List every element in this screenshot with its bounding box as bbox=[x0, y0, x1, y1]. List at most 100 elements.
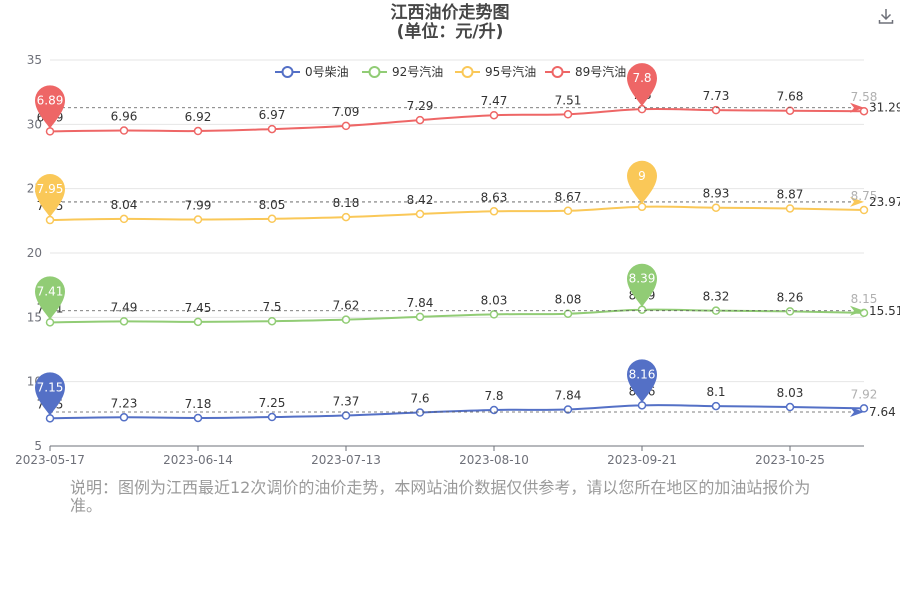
min-marker bbox=[35, 372, 65, 416]
data-label: 7.18 bbox=[185, 397, 212, 411]
average-arrow bbox=[850, 102, 864, 113]
data-point bbox=[45, 215, 55, 225]
data-label: 8.63 bbox=[481, 190, 508, 204]
data-label: 8.67 bbox=[555, 190, 582, 204]
data-label: 7.47 bbox=[481, 94, 508, 108]
data-label: 8.18 bbox=[333, 196, 360, 210]
data-label: 8.03 bbox=[777, 386, 804, 400]
data-label: 7.62 bbox=[333, 299, 360, 313]
data-label: 7.23 bbox=[111, 396, 138, 410]
data-point bbox=[859, 404, 869, 413]
max-marker-label: 7.8 bbox=[632, 71, 651, 85]
y-tick-label: 15 bbox=[27, 310, 42, 324]
data-point bbox=[267, 316, 277, 326]
data-label: 8.87 bbox=[777, 187, 804, 201]
min-marker bbox=[35, 276, 65, 320]
data-point bbox=[341, 121, 351, 131]
data-point bbox=[193, 317, 203, 327]
max-marker-label: 8.16 bbox=[629, 367, 656, 381]
data-label: 6.97 bbox=[259, 108, 286, 122]
data-label: 8.26 bbox=[777, 290, 804, 304]
average-label: 15.51 bbox=[869, 304, 900, 318]
data-label: 7.58 bbox=[851, 90, 878, 104]
data-point bbox=[415, 209, 425, 219]
data-label: 6.96 bbox=[111, 110, 138, 124]
data-point bbox=[637, 305, 647, 314]
data-label: 7.84 bbox=[407, 296, 434, 310]
data-point bbox=[637, 104, 647, 114]
data-label: 7.51 bbox=[555, 93, 582, 107]
series-line bbox=[49, 404, 865, 420]
legend-marker bbox=[281, 66, 294, 78]
min-marker-label: 7.41 bbox=[37, 284, 64, 298]
data-labels: 7.15 7.23 7.18 7.25 7.37 7.6 7.8 7.84 8.16 8.1 8.0… bbox=[37, 88, 900, 419]
data-point bbox=[267, 412, 277, 422]
data-point bbox=[785, 307, 795, 316]
data-label: 8.42 bbox=[407, 193, 434, 207]
data-point bbox=[489, 310, 499, 319]
data-point bbox=[415, 408, 425, 417]
chart-title-block: 江西油价走势图 (单位：元/升) bbox=[0, 4, 900, 42]
download-button[interactable] bbox=[876, 6, 896, 26]
x-tick-label: 2023-07-13 bbox=[311, 453, 381, 467]
chart-subtitle: (单位：元/升) bbox=[396, 22, 504, 42]
x-tick-label: 2023-09-21 bbox=[607, 453, 677, 467]
data-point bbox=[489, 207, 499, 216]
data-label: 8.93 bbox=[703, 187, 730, 201]
x-tick-label: 2023-10-25 bbox=[755, 453, 825, 467]
data-point bbox=[859, 106, 869, 116]
data-point bbox=[193, 126, 203, 136]
max-marker bbox=[627, 160, 657, 204]
data-label: 8.1 bbox=[706, 385, 725, 399]
data-label: 8.05 bbox=[259, 198, 286, 212]
data-label: 7.25 bbox=[259, 396, 286, 410]
series-lines bbox=[45, 102, 869, 423]
average-arrow bbox=[850, 305, 864, 316]
data-point bbox=[489, 110, 499, 120]
max-marker-label: 9 bbox=[638, 169, 646, 183]
data-point bbox=[711, 105, 721, 115]
data-point bbox=[637, 401, 647, 410]
data-point bbox=[563, 206, 573, 216]
data-point bbox=[267, 124, 277, 134]
legend-item-label: 89号汽油 bbox=[575, 64, 626, 79]
data-label: 7.45 bbox=[185, 301, 212, 315]
data-label: 7.92 bbox=[851, 387, 878, 401]
data-point bbox=[341, 315, 351, 324]
data-point bbox=[119, 126, 129, 135]
x-tick-label: 2023-05-17 bbox=[15, 453, 85, 467]
data-point bbox=[341, 411, 351, 420]
series-line bbox=[49, 205, 865, 222]
data-point bbox=[785, 402, 795, 412]
average-arrow bbox=[850, 196, 864, 207]
data-label: 8.15 bbox=[851, 292, 878, 306]
data-point bbox=[785, 204, 795, 213]
data-point bbox=[341, 212, 351, 222]
average-label: 23.97 bbox=[869, 195, 900, 209]
min-marker bbox=[35, 85, 65, 129]
data-label: 8.08 bbox=[555, 293, 582, 307]
y-tick-label: 5 bbox=[34, 439, 42, 453]
legend-item-label: 0号柴油 bbox=[305, 65, 349, 79]
x-tick-label: 2023-08-10 bbox=[459, 453, 529, 467]
y-tick-label: 35 bbox=[27, 53, 42, 67]
data-point bbox=[45, 318, 55, 327]
min-marker-label: 7.95 bbox=[37, 182, 64, 196]
min-marker bbox=[35, 174, 65, 218]
average-label: 31.29 bbox=[869, 101, 900, 115]
data-label: 8.75 bbox=[851, 189, 878, 203]
max-marker bbox=[627, 63, 657, 107]
data-point bbox=[267, 214, 277, 224]
legend-marker bbox=[368, 66, 381, 78]
min-marker-label: 7.15 bbox=[37, 380, 64, 394]
data-point bbox=[637, 202, 647, 212]
data-label: 7.29 bbox=[407, 99, 434, 113]
max-marker bbox=[627, 359, 657, 403]
data-label: 8.03 bbox=[481, 293, 508, 307]
data-point bbox=[45, 127, 55, 136]
data-label: 6.92 bbox=[185, 110, 212, 124]
max-marker-label: 8.39 bbox=[629, 272, 656, 286]
min-max-markers: 7.15 8.16 7.41 8.39 7.95 9 6.89 7.8 bbox=[35, 63, 657, 416]
data-label: 7.68 bbox=[777, 90, 804, 104]
data-point bbox=[785, 106, 795, 115]
